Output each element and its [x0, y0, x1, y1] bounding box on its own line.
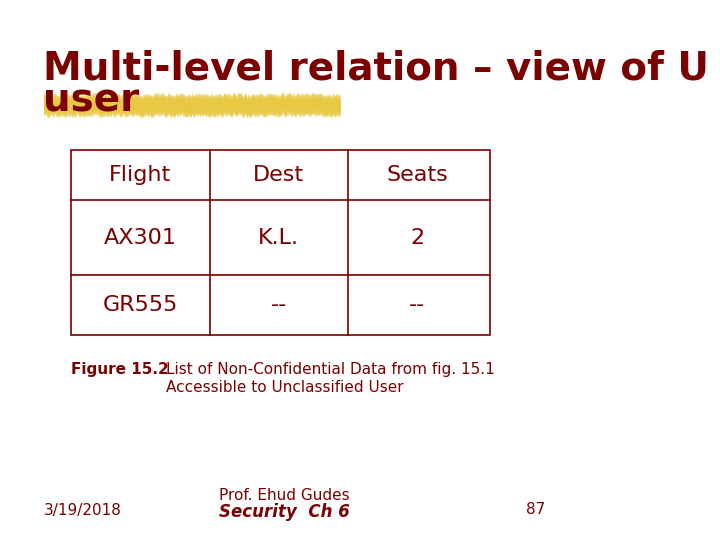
- Text: 87: 87: [526, 503, 545, 517]
- Text: GR555: GR555: [103, 295, 178, 315]
- Text: List of Non-Confidential Data from fig. 15.1: List of Non-Confidential Data from fig. …: [166, 362, 495, 377]
- Text: Security  Ch 6: Security Ch 6: [220, 503, 350, 521]
- Text: 3/19/2018: 3/19/2018: [43, 503, 122, 517]
- Text: K.L.: K.L.: [258, 227, 300, 247]
- Text: Prof. Ehud Gudes: Prof. Ehud Gudes: [220, 489, 350, 503]
- Text: user: user: [43, 82, 140, 120]
- Text: Flight: Flight: [109, 165, 171, 185]
- Text: AX301: AX301: [104, 227, 177, 247]
- Text: Dest: Dest: [253, 165, 305, 185]
- Text: Multi-level relation – view of U: Multi-level relation – view of U: [43, 50, 709, 88]
- Text: Accessible to Unclassified User: Accessible to Unclassified User: [166, 380, 404, 395]
- Text: --: --: [271, 295, 287, 315]
- Text: --: --: [409, 295, 426, 315]
- Text: Seats: Seats: [386, 165, 448, 185]
- Bar: [71, 150, 490, 335]
- Text: 2: 2: [410, 227, 424, 247]
- Text: Figure 15.2: Figure 15.2: [71, 362, 169, 377]
